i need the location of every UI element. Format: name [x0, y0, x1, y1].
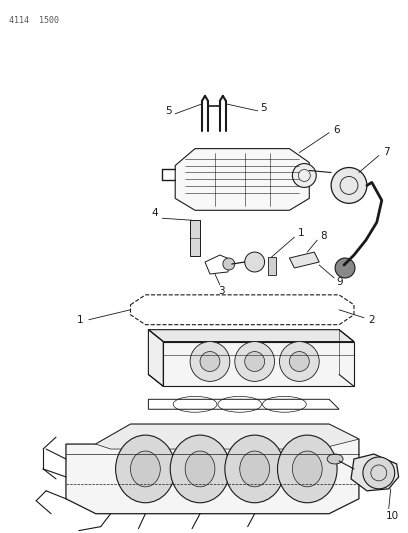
Ellipse shape	[293, 451, 322, 487]
Text: 5: 5	[165, 106, 171, 116]
Ellipse shape	[240, 451, 270, 487]
Polygon shape	[149, 330, 354, 342]
Polygon shape	[163, 342, 354, 386]
Text: 7: 7	[384, 147, 390, 157]
Text: 1: 1	[298, 228, 305, 238]
Bar	[268, 257, 275, 275]
Text: 4114  1500: 4114 1500	[9, 17, 59, 25]
Text: 2: 2	[368, 314, 375, 325]
Text: 6: 6	[333, 125, 339, 135]
Text: 1: 1	[77, 314, 83, 325]
Circle shape	[293, 164, 316, 188]
Circle shape	[335, 258, 355, 278]
Circle shape	[223, 258, 235, 270]
Text: 5: 5	[260, 103, 267, 113]
Text: 4: 4	[151, 208, 157, 219]
Ellipse shape	[170, 435, 230, 503]
Polygon shape	[175, 149, 309, 211]
Ellipse shape	[277, 435, 337, 503]
Circle shape	[190, 342, 230, 382]
Circle shape	[363, 457, 395, 489]
Ellipse shape	[115, 435, 175, 503]
Text: 8: 8	[320, 231, 326, 241]
Ellipse shape	[327, 454, 343, 464]
Circle shape	[200, 352, 220, 372]
Circle shape	[289, 352, 309, 372]
Circle shape	[245, 352, 264, 372]
Polygon shape	[149, 330, 163, 386]
Circle shape	[245, 252, 264, 272]
Circle shape	[279, 342, 319, 382]
Polygon shape	[289, 252, 319, 268]
Ellipse shape	[185, 451, 215, 487]
Text: 10: 10	[386, 511, 399, 521]
Ellipse shape	[225, 435, 284, 503]
Polygon shape	[351, 454, 399, 491]
Circle shape	[331, 167, 367, 203]
Ellipse shape	[131, 451, 160, 487]
Polygon shape	[66, 424, 359, 514]
Text: 3: 3	[219, 286, 225, 296]
Bar	[190, 220, 200, 256]
Polygon shape	[96, 424, 359, 449]
Circle shape	[235, 342, 275, 382]
Text: 9: 9	[337, 277, 344, 287]
